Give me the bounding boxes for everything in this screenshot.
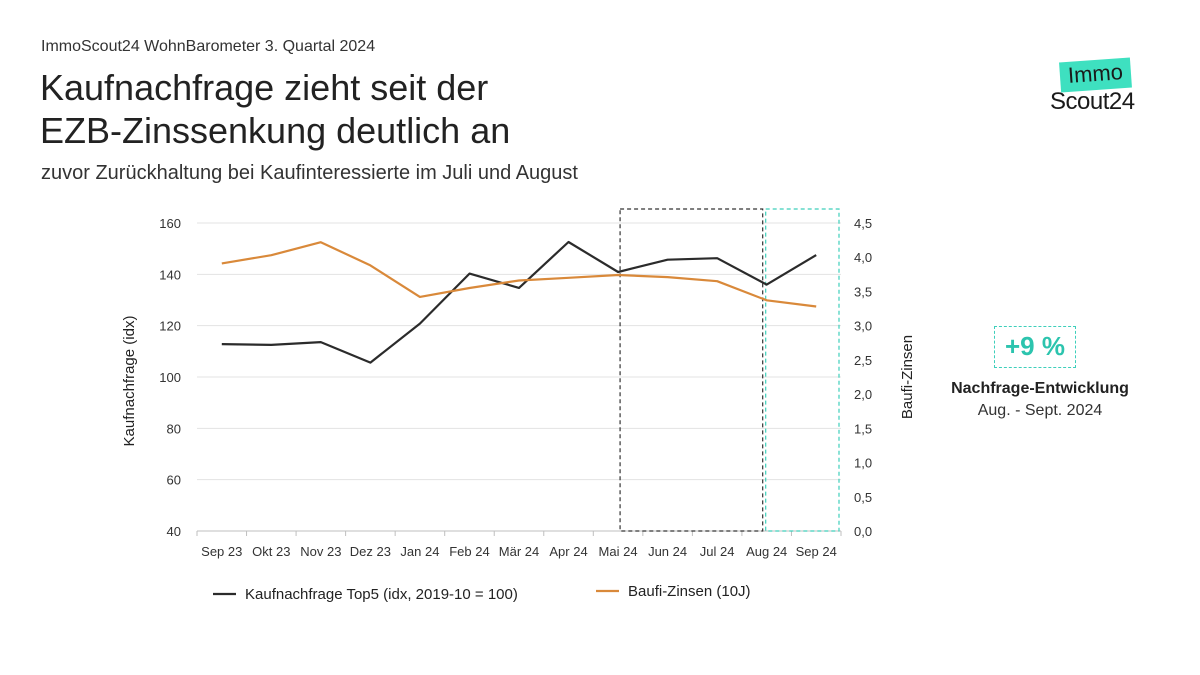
- y-tick-label: 100: [159, 370, 181, 385]
- y-tick-label: 40: [167, 524, 181, 539]
- x-tick-label: Jan 24: [400, 544, 439, 559]
- page-title-line-1: Kaufnachfrage zieht seit der: [40, 67, 489, 108]
- series-line-kaufnachfrage: [221, 240, 817, 364]
- logo-scout-text: Scout24: [1050, 88, 1135, 115]
- x-tick-label: Mai 24: [599, 544, 638, 559]
- y2-tick-label: 0,5: [854, 490, 872, 505]
- x-tick-label: Aug 24: [746, 544, 787, 559]
- y-tick-label: 140: [159, 267, 181, 282]
- y2-tick-label: 3,5: [854, 284, 872, 299]
- highlight-box-mai-aug: [619, 208, 764, 532]
- x-tick-label: Apr 24: [549, 544, 587, 559]
- y-tick-label: 80: [167, 421, 181, 436]
- y2-tick-label: 2,0: [854, 387, 872, 402]
- y-tick-label: 60: [167, 473, 181, 488]
- immoscout24-logo: Immo Scout24: [1046, 57, 1156, 118]
- y2-tick-label: 0,0: [854, 524, 872, 539]
- y2-tick-label: 4,5: [854, 216, 872, 231]
- y2-tick-label: 2,5: [854, 353, 872, 368]
- y2-tick-label: 4,0: [854, 250, 872, 265]
- x-tick-label: Dez 23: [350, 544, 391, 559]
- kpi-period: Aug. - Sept. 2024: [977, 402, 1103, 419]
- y2-tick-label: 1,0: [854, 456, 872, 471]
- legend-label: Kaufnachfrage Top5 (idx, 2019-10 = 100): [245, 586, 518, 603]
- x-tick-label: Sep 24: [796, 544, 837, 559]
- x-tick-label: Jun 24: [648, 544, 687, 559]
- highlight-box-aug-sep: [765, 208, 840, 532]
- page-title-line-2: EZB-Zinssenkung deutlich an: [40, 110, 511, 151]
- x-tick-label: Sep 23: [201, 544, 242, 559]
- kpi-label: Nachfrage-Entwicklung: [951, 380, 1129, 397]
- y-tick-label: 120: [159, 319, 181, 334]
- x-tick-label: Nov 23: [300, 544, 341, 559]
- legend-label: Baufi-Zinsen (10J): [628, 583, 751, 600]
- page-subtitle: zuvor Zurückhaltung bei Kaufinteressiert…: [41, 162, 578, 184]
- kpi-value-badge: +9 %: [994, 326, 1076, 368]
- report-kicker: ImmoScout24 WohnBarometer 3. Quartal 202…: [41, 38, 376, 55]
- page-title: Kaufnachfrage zieht seit der EZB-Zinssen…: [40, 66, 740, 152]
- y-axis-title: Kaufnachfrage (idx): [121, 316, 138, 447]
- y2-tick-label: 3,0: [854, 319, 872, 334]
- x-tick-label: Feb 24: [449, 544, 489, 559]
- y-tick-label: 160: [159, 216, 181, 231]
- y2-axis-title: Baufi-Zinsen: [899, 335, 916, 419]
- y2-tick-label: 1,5: [854, 421, 872, 436]
- x-tick-label: Mär 24: [499, 544, 539, 559]
- x-tick-label: Jul 24: [700, 544, 735, 559]
- x-tick-label: Okt 23: [252, 544, 290, 559]
